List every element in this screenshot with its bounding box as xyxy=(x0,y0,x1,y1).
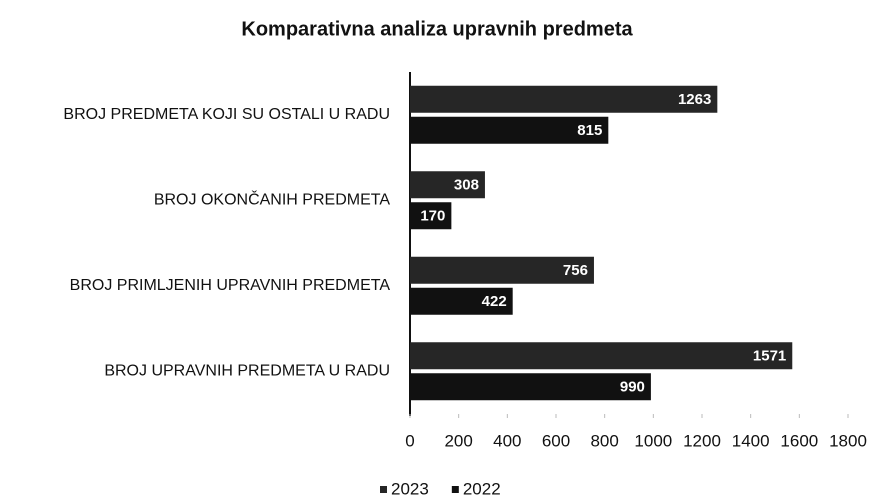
value-label: 756 xyxy=(563,262,588,279)
value-label: 170 xyxy=(420,208,445,225)
legend-swatch xyxy=(380,486,387,493)
bar xyxy=(410,85,718,113)
value-label: 422 xyxy=(482,293,507,310)
bar xyxy=(410,256,594,284)
value-label: 1263 xyxy=(678,91,711,108)
x-tick-label: 400 xyxy=(493,431,521,450)
legend-swatch xyxy=(451,486,459,493)
x-tick-label: 800 xyxy=(590,431,618,450)
x-tick-label: 1000 xyxy=(634,431,672,450)
bar xyxy=(410,342,793,370)
y-tick-label: BROJ UPRAVNIH PREDMETA U RADU xyxy=(104,362,390,379)
bar xyxy=(410,202,452,230)
y-tick-label: BROJ PRIMLJENIH UPRAVNIH PREDMETA xyxy=(70,277,391,294)
bar xyxy=(410,116,609,144)
bar xyxy=(410,373,651,401)
bar xyxy=(410,171,485,199)
value-label: 990 xyxy=(620,379,645,396)
chart-title: Komparativna analiza upravnih predmeta xyxy=(241,18,633,40)
x-tick-label: 1600 xyxy=(780,431,818,450)
value-label: 1571 xyxy=(753,348,786,365)
x-tick-label: 200 xyxy=(444,431,472,450)
value-label: 308 xyxy=(454,177,479,194)
bar xyxy=(410,287,513,315)
x-tick-label: 1800 xyxy=(829,431,867,450)
x-tick-label: 1200 xyxy=(683,431,721,450)
x-tick-label: 1400 xyxy=(732,431,770,450)
y-tick-label: BROJ OKONČANIH PREDMETA xyxy=(154,189,391,208)
value-label: 815 xyxy=(577,122,602,139)
legend-label: 2023 xyxy=(391,479,429,498)
y-tick-label: BROJ PREDMETA KOJI SU OSTALI U RADU xyxy=(63,106,390,123)
x-tick-label: 600 xyxy=(542,431,570,450)
legend-label: 2022 xyxy=(463,479,501,498)
x-tick-label: 0 xyxy=(405,431,414,450)
